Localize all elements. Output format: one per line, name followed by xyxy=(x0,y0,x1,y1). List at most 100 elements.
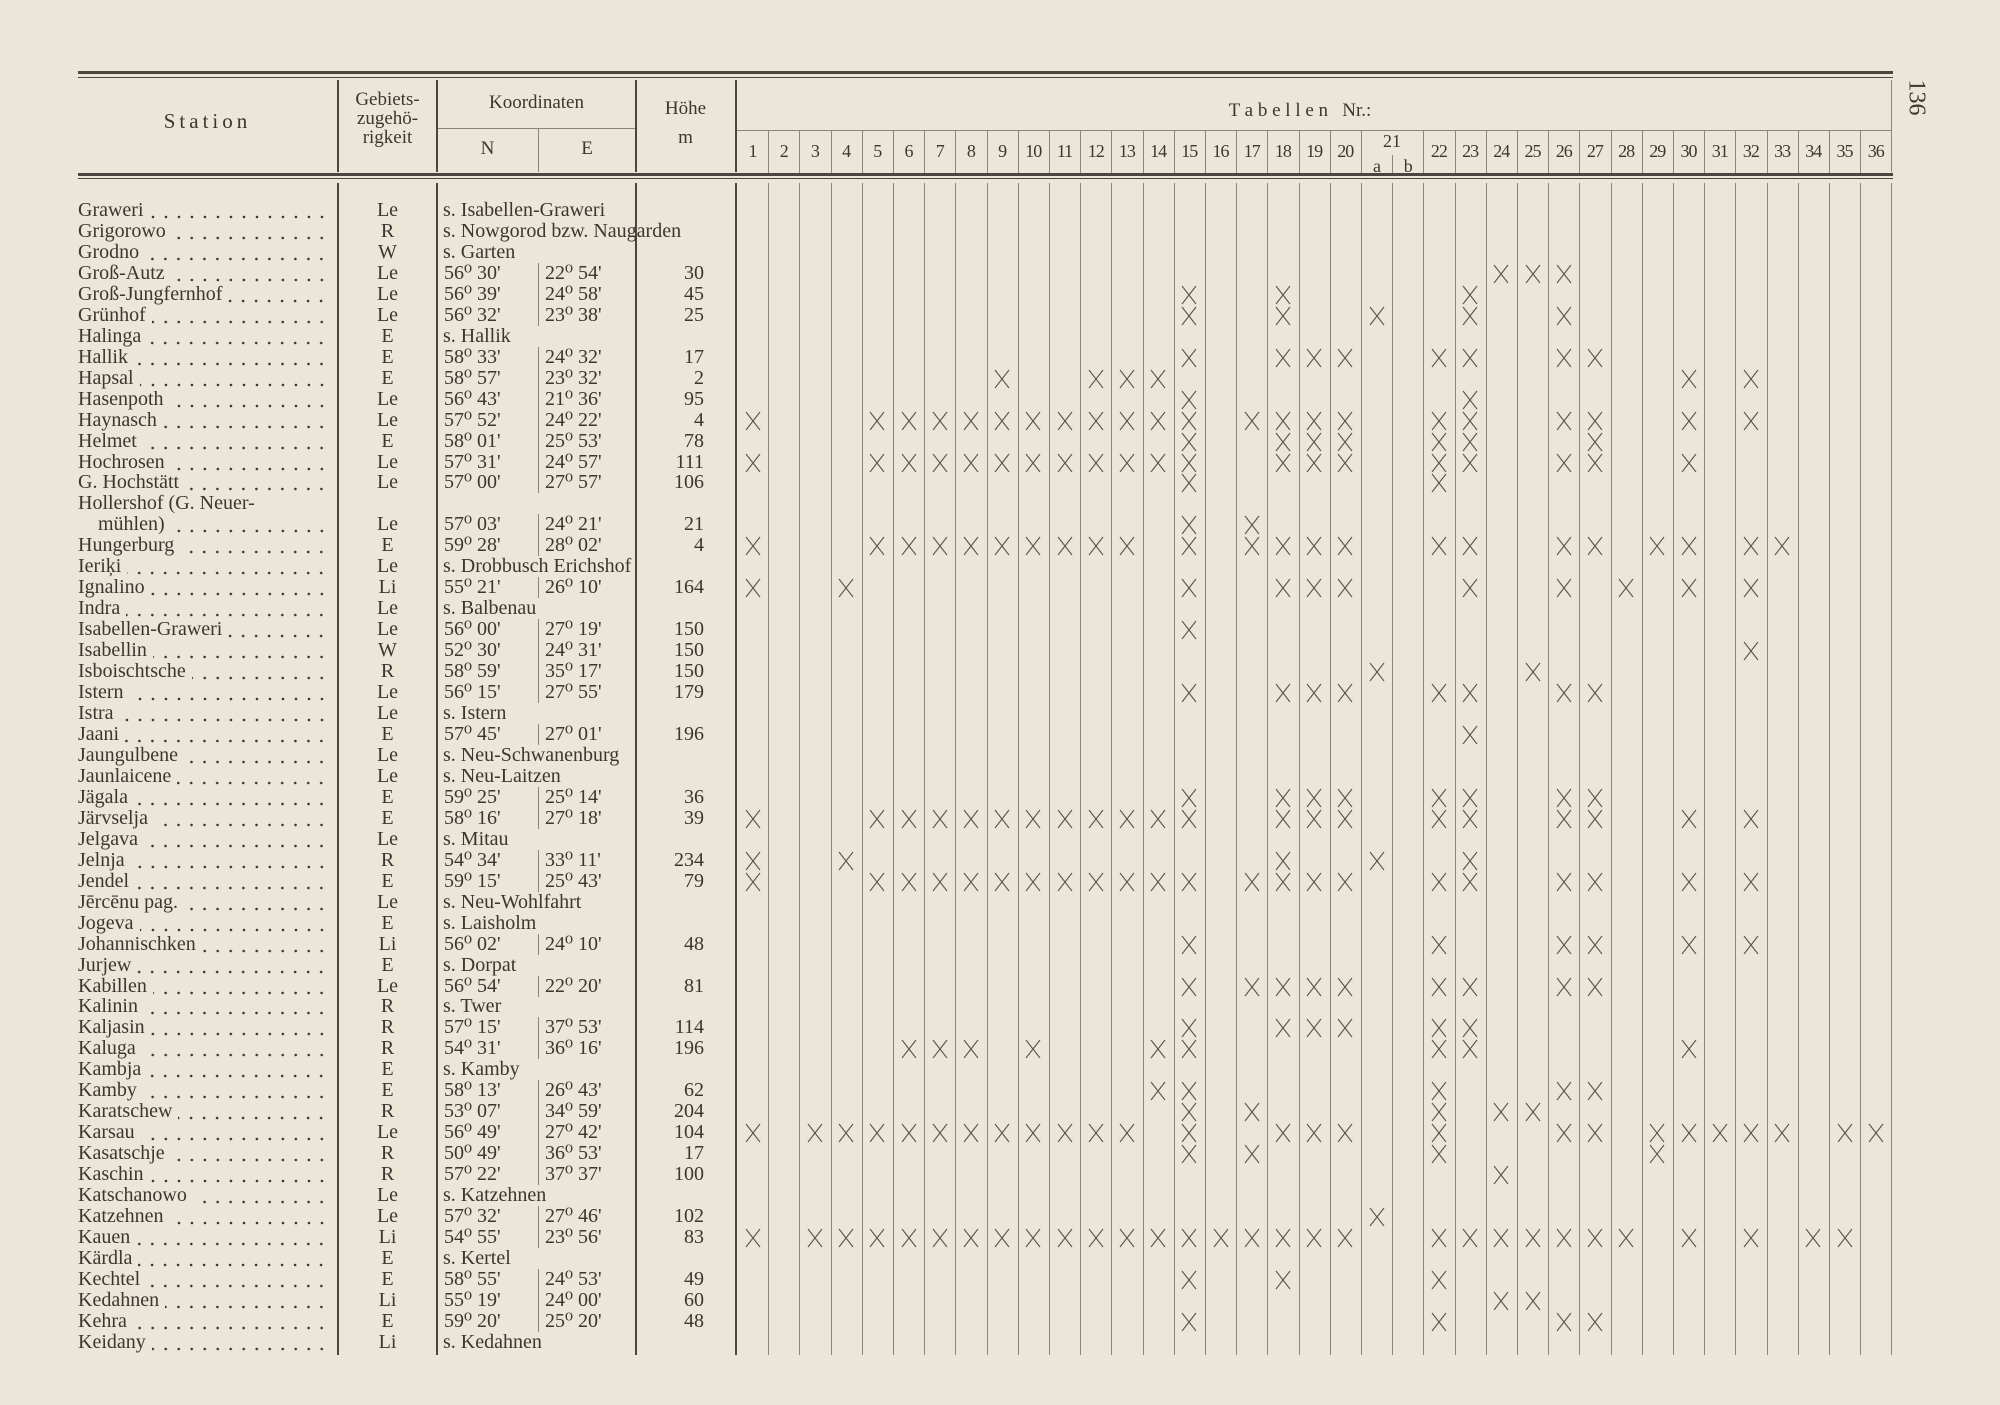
column-divider xyxy=(987,131,988,173)
x-mark-table-26 xyxy=(1556,935,1572,954)
column-header-4: 4 xyxy=(842,141,851,161)
column-header-5: 5 xyxy=(873,141,882,161)
table-row: Kamby E 58⁰ 13' 26⁰ 43' 62 xyxy=(0,1080,1900,1102)
x-mark-table-5 xyxy=(869,809,885,829)
region-code: Le xyxy=(376,827,399,850)
dot-leader xyxy=(153,807,328,829)
table-row: Groß-Jungfernhof Le 56⁰ 39' 24⁰ 58' 45 xyxy=(0,283,1900,305)
column-header-12: 12 xyxy=(1087,141,1105,161)
column-header-1: 1 xyxy=(748,141,758,161)
coordinate-divider xyxy=(538,388,539,410)
dot-leader xyxy=(141,1038,328,1060)
cross-reference: s. Kamby xyxy=(443,1058,520,1081)
x-mark-table-11 xyxy=(1057,872,1073,892)
x-mark-table-6 xyxy=(901,1123,917,1143)
x-mark-table-8 xyxy=(963,537,979,556)
column-header-25: 25 xyxy=(1524,141,1542,161)
column-divider xyxy=(1143,131,1144,173)
elevation: 234 xyxy=(674,848,704,871)
longitude-east: 33⁰ 11' xyxy=(545,848,601,871)
x-mark-table-22 xyxy=(1431,809,1447,829)
column-header-21b: b xyxy=(1403,156,1413,176)
station-label: Helmet xyxy=(78,429,137,452)
longitude-east: 24⁰ 10' xyxy=(545,932,602,955)
header-rule-thin xyxy=(78,178,1893,179)
x-mark-table-25 xyxy=(1525,264,1541,284)
station-name: Ieriķi xyxy=(78,556,328,578)
x-mark-table-8 xyxy=(963,453,979,472)
x-mark-table-11 xyxy=(1057,1123,1073,1143)
x-mark-table-6 xyxy=(901,872,917,892)
x-mark-table-1 xyxy=(745,1228,761,1248)
latitude-north: 57⁰ 31' xyxy=(444,450,501,473)
column-header-31: 31 xyxy=(1711,141,1729,161)
x-mark-table-20 xyxy=(1337,872,1353,892)
coordinate-divider xyxy=(538,283,539,305)
dot-leader xyxy=(129,682,328,704)
grid-column-line xyxy=(862,183,863,1355)
x-mark-table-18 xyxy=(1275,1019,1291,1038)
region-code: Le xyxy=(376,618,399,641)
cross-reference: s. Drobbusch Erichshof xyxy=(443,555,632,578)
header-coordinates: Koordinaten xyxy=(489,92,584,113)
column-divider xyxy=(1236,131,1237,173)
station-name: Jērcēnu pag. xyxy=(78,891,328,913)
station-name: Kasatschje xyxy=(78,1143,328,1165)
station-label: Isabellin xyxy=(78,639,147,662)
x-mark-table-15 xyxy=(1181,788,1197,808)
longitude-east: 27⁰ 19' xyxy=(545,618,602,641)
station-name: Istern xyxy=(78,681,328,704)
column-header-3: 3 xyxy=(810,141,820,161)
coordinate-divider xyxy=(538,346,539,368)
station-label: Istern xyxy=(78,681,124,704)
table-row: Isabellin W 52⁰ 30' 24⁰ 31' 150 xyxy=(0,639,1900,662)
x-mark-table-17 xyxy=(1244,872,1260,892)
header-region-2: zugehö- xyxy=(356,108,419,129)
elevation: 150 xyxy=(674,639,704,662)
station-name: Hollershof (G. Neuer- xyxy=(78,493,328,514)
x-mark-table-18 xyxy=(1275,306,1291,326)
station-name: Kalinin xyxy=(78,996,328,1018)
station-label: Indra xyxy=(78,597,121,620)
table-row: Hochrosen Le 57⁰ 31' 24⁰ 57' 111 xyxy=(0,450,1900,473)
x-mark-table-26 xyxy=(1556,411,1572,430)
x-mark-table-12 xyxy=(1088,809,1104,829)
x-mark-table-12 xyxy=(1088,1228,1104,1248)
station-name: Jägala xyxy=(78,786,328,808)
x-mark-table-5 xyxy=(869,1228,885,1248)
column-header-34: 34 xyxy=(1805,141,1822,161)
latitude-north: 57⁰ 22' xyxy=(444,1163,501,1186)
cross-reference: s. Isabellen-Graweri xyxy=(443,199,606,221)
table-row: G. Hochstätt Le 57⁰ 00' 27⁰ 57' 106 xyxy=(0,472,1900,494)
latitude-north: 54⁰ 55' xyxy=(444,1226,501,1249)
x-mark-table-22 xyxy=(1431,1040,1447,1059)
elevation: 164 xyxy=(674,576,704,599)
x-mark-table-22 xyxy=(1431,348,1447,368)
x-mark-table-25 xyxy=(1525,662,1541,682)
column-divider xyxy=(1548,131,1549,173)
x-mark-table-14 xyxy=(1150,872,1166,892)
coordinate-divider xyxy=(538,619,539,641)
x-mark-table-18 xyxy=(1275,809,1291,829)
region-code: R xyxy=(380,1142,395,1165)
latitude-north: 58⁰ 57' xyxy=(444,366,501,389)
elevation: 36 xyxy=(684,785,704,808)
x-mark-table-28 xyxy=(1618,578,1634,598)
x-mark-table-8 xyxy=(963,411,979,430)
grid-column-line xyxy=(768,183,769,1355)
x-mark-table-1 xyxy=(745,453,761,472)
header-divider xyxy=(1891,80,1892,172)
station-label: mühlen) xyxy=(98,513,165,536)
dot-leader xyxy=(146,1268,328,1290)
table-row: Järvselja E 58⁰ 16' 27⁰ 18' 39 xyxy=(0,807,1900,829)
x-mark-table-10 xyxy=(1025,1123,1041,1143)
x-mark-table-5 xyxy=(869,453,885,472)
x-mark-table-25 xyxy=(1525,1102,1541,1122)
latitude-north: 57⁰ 32' xyxy=(444,1205,501,1228)
dot-leader xyxy=(143,828,328,850)
column-divider xyxy=(1018,131,1019,173)
header-divider xyxy=(337,80,339,172)
x-mark-table-10 xyxy=(1025,872,1041,892)
x-mark-table-19 xyxy=(1306,1019,1322,1038)
